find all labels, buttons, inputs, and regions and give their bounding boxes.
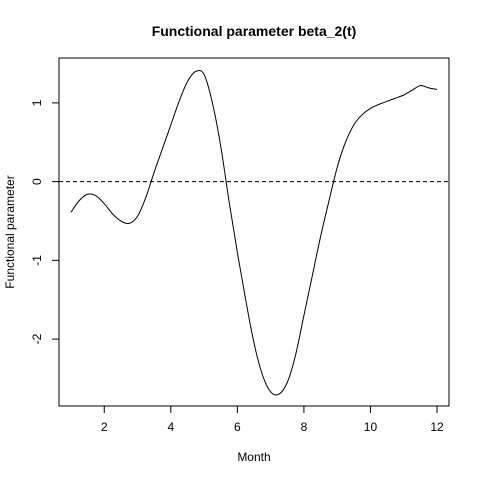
chart-title: Functional parameter beta_2(t) [152,23,357,39]
y-tick-label: -1 [30,255,44,266]
y-tick-label: 1 [30,99,44,106]
y-tick-label: 0 [30,178,44,185]
x-tick-label: 10 [364,420,378,434]
y-tick-label: -2 [30,333,44,344]
x-axis: 2 4 6 8 10 12 [101,405,444,434]
x-axis-label: Month [237,450,270,464]
x-tick-label: 6 [234,420,241,434]
y-axis: -2 -1 0 1 [30,99,60,344]
x-tick-label: 4 [167,420,174,434]
x-tick-label: 12 [430,420,444,434]
x-tick-label: 8 [301,420,308,434]
x-tick-label: 2 [101,420,108,434]
y-axis-label: Functional parameter [3,175,17,288]
beta-curve [70,69,438,396]
